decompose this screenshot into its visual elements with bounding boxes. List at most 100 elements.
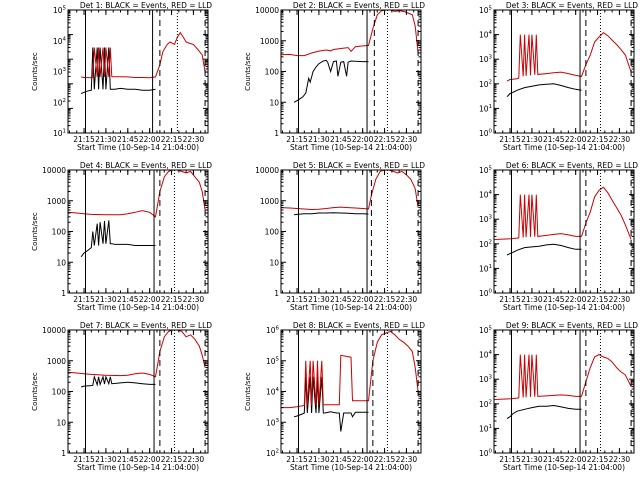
y-tick-label: 105 xyxy=(479,6,493,16)
y-tick-label: 100 xyxy=(479,289,493,299)
x-tick-label: 21:30 xyxy=(308,455,330,464)
y-axis-label: Counts/sec xyxy=(31,372,39,411)
chart-panel-1: 101 102 103 104 105 21:15 21:30 21:45 22:00 22:15… xyxy=(31,1,212,152)
y-axis-label: Counts/sec xyxy=(244,52,252,91)
x-tick-label: 21:45 xyxy=(543,295,565,304)
x-axis-label: Start Time (10-Sep-14 21:04:00) xyxy=(290,143,412,152)
events-series-line xyxy=(506,404,582,420)
x-tick-label: 22:00 xyxy=(139,455,161,464)
x-tick-label: 21:15 xyxy=(499,455,521,464)
y-tick-label: 1 xyxy=(274,129,279,138)
x-tick-label: 22:00 xyxy=(352,455,374,464)
y-tick-label: 10000 xyxy=(255,166,279,175)
x-tick-label: 21:45 xyxy=(117,455,139,464)
x-tick-label: 21:15 xyxy=(286,455,308,464)
y-tick-label: 105 xyxy=(266,356,280,366)
plot-frame xyxy=(67,9,209,134)
y-tick-label: 100 xyxy=(52,228,67,237)
x-tick-label: 22:15 xyxy=(374,455,396,464)
y-tick-label: 103 xyxy=(53,67,67,77)
events-series-line xyxy=(80,47,156,95)
y-tick-label: 1000 xyxy=(47,197,66,206)
y-tick-label: 104 xyxy=(266,387,280,397)
x-tick-label: 21:45 xyxy=(330,135,352,144)
lld-series-line xyxy=(281,10,419,57)
x-axis-label: Start Time (10-Sep-14 21:04:00) xyxy=(503,463,625,472)
x-tick-label: 21:30 xyxy=(95,295,117,304)
y-tick-label: 10 xyxy=(269,258,279,267)
y-tick-label: 101 xyxy=(53,129,66,139)
y-tick-label: 1000 xyxy=(260,37,279,46)
chart-title: Det 5: BLACK = Events, RED = LLD xyxy=(293,161,425,170)
chart-title: Det 2: BLACK = Events, RED = LLD xyxy=(293,1,425,10)
y-tick-label: 103 xyxy=(479,55,493,64)
y-axis-label: Counts/sec xyxy=(31,52,39,91)
y-tick-label: 10 xyxy=(269,98,279,107)
lld-series-line xyxy=(506,32,632,82)
x-tick-label: 21:15 xyxy=(286,295,308,304)
chart-title: Det 9: BLACK = Events, RED = LLD xyxy=(506,321,638,330)
x-tick-label: 22:30 xyxy=(183,295,205,304)
chart-panel-7: 1 10 100 1000 10000 21:15 21:30 21:45 22:00 22:15… xyxy=(31,321,212,472)
y-tick-label: 101 xyxy=(479,424,492,434)
chart-title: Det 4: BLACK = Events, RED = LLD xyxy=(80,161,212,170)
x-tick-label: 21:45 xyxy=(330,455,352,464)
x-tick-label: 21:15 xyxy=(499,135,521,144)
x-tick-label: 21:30 xyxy=(521,135,543,144)
y-tick-label: 100 xyxy=(52,388,67,397)
x-axis-label: Start Time (10-Sep-14 21:04:00) xyxy=(503,143,625,152)
x-axis-label: Start Time (10-Sep-14 21:04:00) xyxy=(290,303,412,312)
x-axis-label: Start Time (10-Sep-14 21:04:00) xyxy=(77,303,199,312)
x-tick-label: 21:30 xyxy=(521,295,543,304)
y-tick-label: 1000 xyxy=(47,357,66,366)
x-tick-label: 22:15 xyxy=(587,455,609,464)
x-axis-label: Start Time (10-Sep-14 21:04:00) xyxy=(290,463,412,472)
y-tick-label: 10000 xyxy=(255,6,279,15)
x-tick-label: 21:30 xyxy=(521,455,543,464)
plot-frame xyxy=(493,9,635,134)
x-tick-label: 22:15 xyxy=(587,295,609,304)
plot-frame xyxy=(280,9,422,134)
x-tick-label: 22:30 xyxy=(609,295,631,304)
chart-panel-4: 1 10 100 1000 10000 21:15 21:30 21:45 22:00 22:15… xyxy=(31,161,212,312)
x-tick-label: 21:15 xyxy=(73,295,95,304)
lld-series-line xyxy=(281,330,419,409)
plot-frame xyxy=(67,169,209,294)
events-series-line xyxy=(506,243,582,256)
y-tick-label: 10000 xyxy=(42,166,66,175)
x-tick-label: 21:45 xyxy=(543,455,565,464)
chart-panel-5: 1 10 100 1000 10000 21:15 21:30 21:45 22:00 22:15… xyxy=(255,161,425,312)
chart-title: Det 3: BLACK = Events, RED = LLD xyxy=(506,1,638,10)
x-tick-label: 21:45 xyxy=(330,295,352,304)
y-tick-label: 103 xyxy=(479,375,493,385)
chart-panel-8: 102 103 104 105 106 21:15 21:30 21:45 22:00 22:15… xyxy=(244,321,425,472)
y-axis-label: Counts/sec xyxy=(31,212,39,251)
y-tick-label: 102 xyxy=(53,98,66,108)
y-tick-label: 105 xyxy=(53,6,67,16)
x-axis-label: Start Time (10-Sep-14 21:04:00) xyxy=(77,143,199,152)
x-tick-label: 22:30 xyxy=(609,135,631,144)
y-tick-label: 106 xyxy=(266,326,280,336)
x-tick-label: 22:15 xyxy=(587,135,609,144)
x-tick-label: 21:15 xyxy=(499,295,521,304)
plot-frame xyxy=(280,329,422,454)
y-tick-label: 102 xyxy=(479,399,492,409)
x-tick-label: 22:15 xyxy=(374,295,396,304)
x-tick-label: 22:00 xyxy=(139,295,161,304)
y-tick-label: 10 xyxy=(56,418,66,427)
x-tick-label: 22:30 xyxy=(183,455,205,464)
lld-series-line xyxy=(68,330,206,378)
y-tick-label: 100 xyxy=(479,129,493,139)
y-tick-label: 103 xyxy=(479,215,493,225)
x-tick-label: 21:30 xyxy=(308,295,330,304)
x-tick-label: 22:30 xyxy=(183,135,205,144)
lld-series-line xyxy=(494,354,632,400)
x-tick-label: 21:15 xyxy=(286,135,308,144)
y-tick-label: 1 xyxy=(61,289,66,298)
x-tick-label: 21:15 xyxy=(73,135,95,144)
y-tick-label: 1 xyxy=(61,449,66,458)
chart-title: Det 6: BLACK = Events, RED = LLD xyxy=(506,161,638,170)
